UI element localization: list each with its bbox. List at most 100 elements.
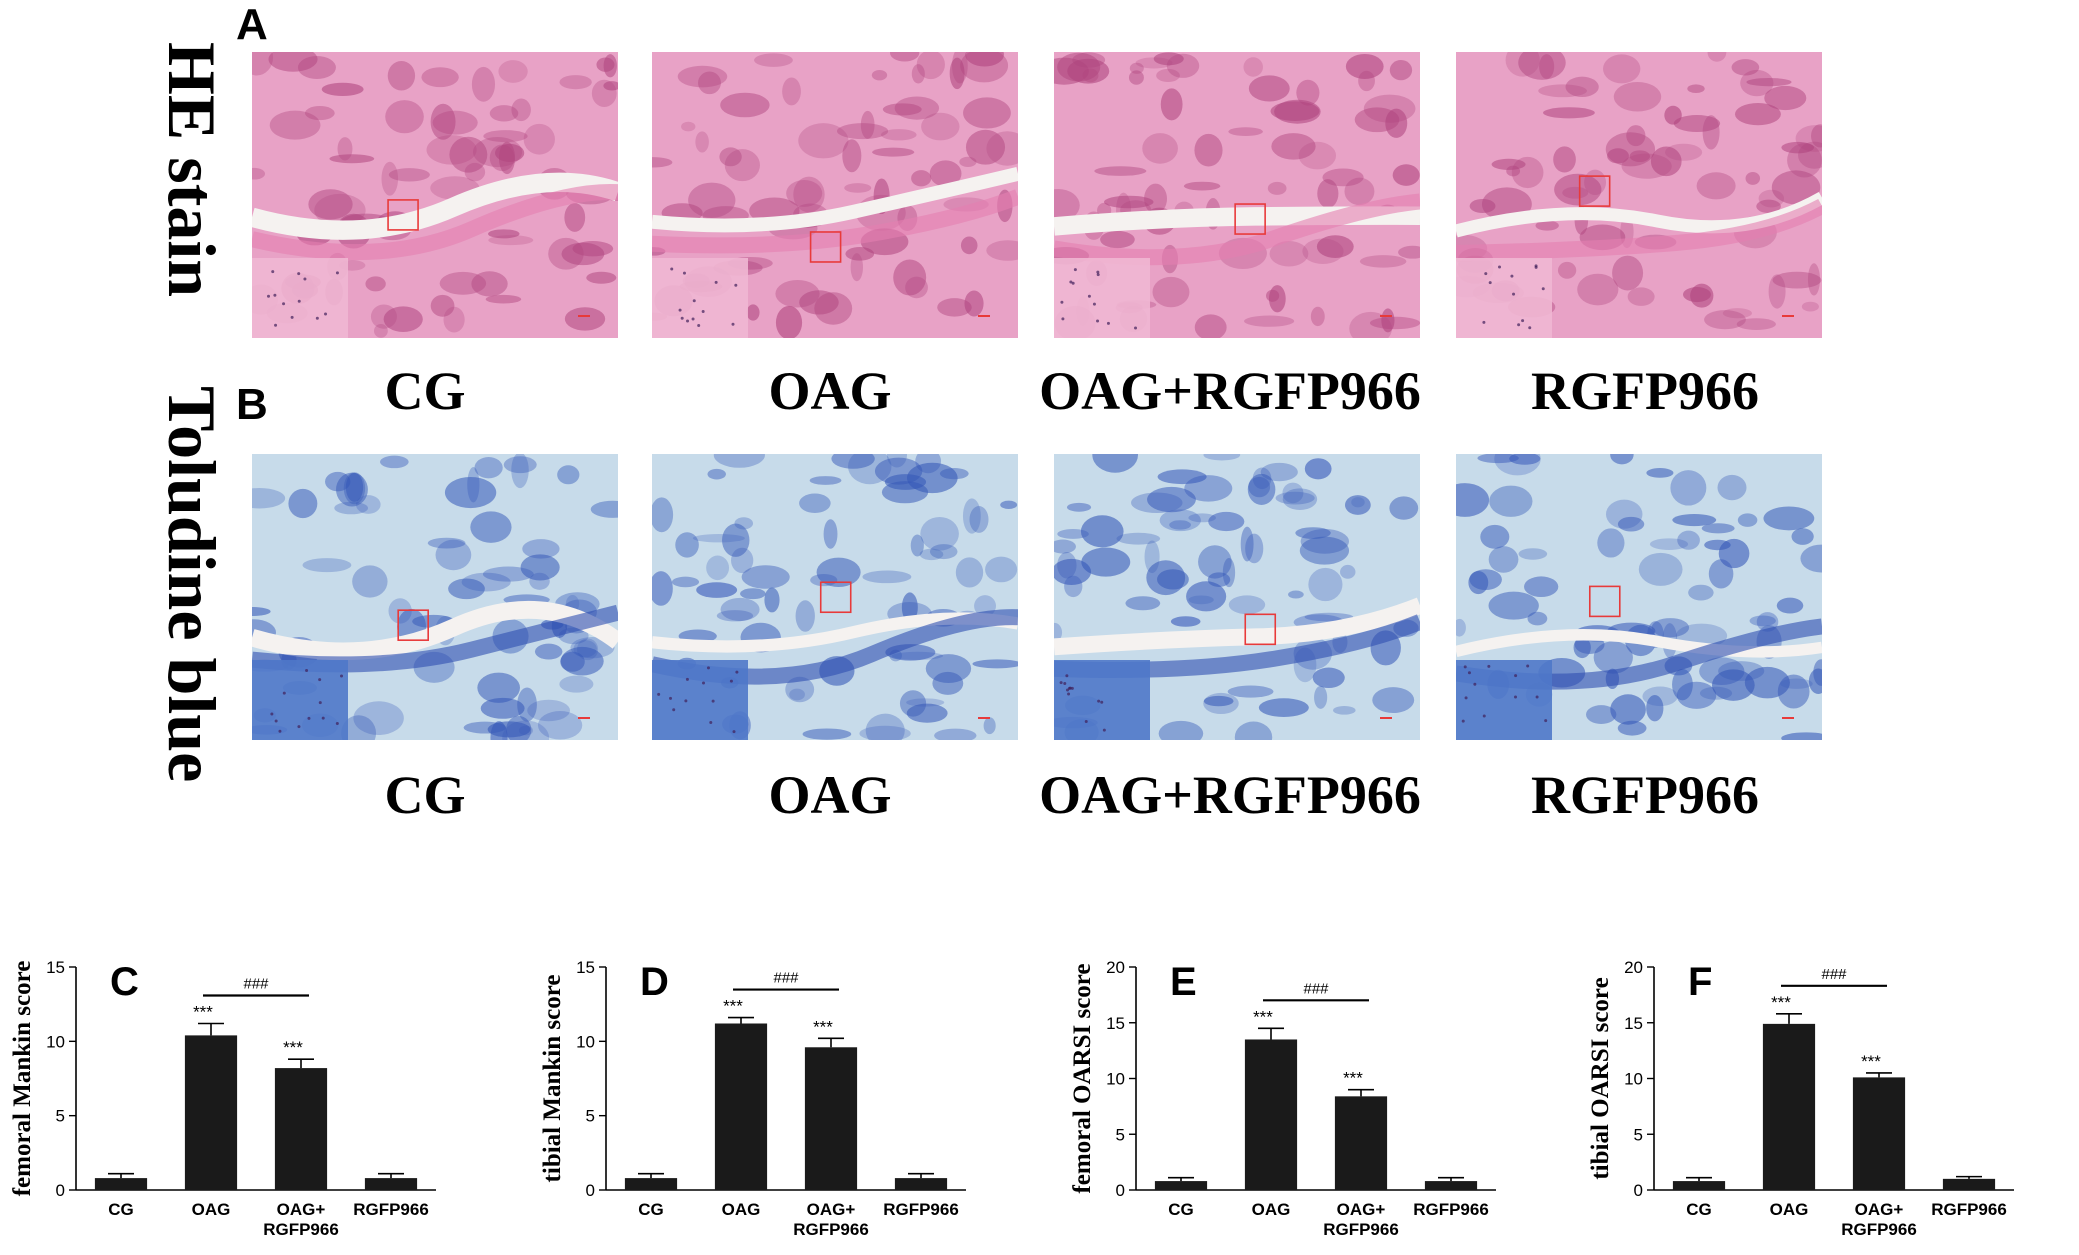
tissue-texture xyxy=(1260,462,1298,482)
inset-cell xyxy=(1097,699,1101,703)
tissue-texture xyxy=(341,715,377,740)
roi-box xyxy=(1234,203,1266,235)
tissue-texture xyxy=(1509,454,1541,465)
inset-cell xyxy=(1510,274,1514,278)
roi-box xyxy=(819,581,852,614)
panel-letter: F xyxy=(1688,960,1712,1004)
tissue-texture xyxy=(969,506,989,533)
tissue-texture xyxy=(1345,53,1384,79)
tissue-texture xyxy=(483,130,528,143)
inset-cell xyxy=(1060,300,1064,304)
tissue-texture xyxy=(860,110,875,139)
inset-cell xyxy=(297,299,301,303)
tissue-texture xyxy=(1795,125,1822,152)
roi-box xyxy=(1588,585,1621,618)
group-label-b-oag-rgfp966: OAG+RGFP966 xyxy=(1039,765,1421,825)
inset-cell xyxy=(672,708,676,712)
inset-cell xyxy=(1084,720,1088,724)
x-tick-label: RGFP966 xyxy=(353,1200,429,1219)
tissue-texture xyxy=(355,495,381,514)
roi-box xyxy=(809,231,842,263)
tissue-texture xyxy=(1535,220,1559,231)
tissue-texture xyxy=(474,457,503,479)
inset-cell xyxy=(684,699,688,703)
comparison-label: ### xyxy=(773,970,799,987)
inset-cell xyxy=(731,322,735,326)
tissue-texture xyxy=(489,105,519,122)
x-tick-label: RGFP966 xyxy=(1931,1200,2007,1219)
tissue-texture xyxy=(692,534,745,543)
tissue-texture xyxy=(1539,54,1555,79)
cartilage-band xyxy=(252,183,618,261)
x-tick-label: RGFP966 xyxy=(1323,1220,1399,1239)
tissue-texture xyxy=(764,587,780,613)
tissue-texture xyxy=(1708,559,1734,589)
tissue-texture xyxy=(1243,57,1263,77)
tissue-texture xyxy=(959,156,977,167)
tissue-texture xyxy=(1593,641,1633,674)
magnified-inset xyxy=(1456,258,1552,338)
x-tick-label: OAG xyxy=(192,1200,231,1219)
inset-cell xyxy=(274,719,278,723)
tissue-texture xyxy=(1756,612,1779,632)
x-tick-label: CG xyxy=(638,1200,664,1219)
tissue-texture xyxy=(986,131,1018,166)
inset-cell xyxy=(297,272,301,276)
tissue-texture xyxy=(1746,77,1792,87)
tissue-texture xyxy=(1781,141,1815,154)
tissue-texture xyxy=(1344,495,1371,515)
tissue-texture xyxy=(520,554,560,581)
inset-cell xyxy=(290,315,294,319)
tissue-texture xyxy=(387,60,416,91)
y-axis-label: femoral OARSI score xyxy=(1069,963,1096,1193)
tissue-texture xyxy=(1203,695,1234,707)
inset-cell xyxy=(1070,686,1074,690)
significance-stars: *** xyxy=(1253,1007,1273,1026)
tissue-texture xyxy=(893,259,927,296)
tissue-texture xyxy=(1258,698,1309,717)
panel-letter: E xyxy=(1170,960,1197,1004)
tissue-texture xyxy=(302,558,352,573)
tissue-texture xyxy=(1477,454,1519,464)
tissue-texture xyxy=(713,454,765,468)
panel-letter: D xyxy=(640,960,669,1004)
tissue-texture xyxy=(1092,454,1139,473)
tissue-texture xyxy=(488,229,520,239)
tissue-texture xyxy=(850,253,863,282)
tissue-texture xyxy=(955,557,984,588)
tissue-texture xyxy=(920,516,959,551)
tissue-texture xyxy=(963,97,1011,129)
tissue-texture xyxy=(1159,509,1201,532)
y-tick-label: 0 xyxy=(1634,1181,1643,1200)
y-tick-label: 5 xyxy=(1116,1125,1125,1144)
tissue-texture xyxy=(603,81,618,91)
magnified-inset xyxy=(1054,258,1150,338)
y-axis-label: tibial OARSI score xyxy=(1587,977,1614,1179)
tissue-texture xyxy=(464,162,486,182)
tissue-texture xyxy=(1245,533,1264,564)
tissue-texture xyxy=(972,659,1018,669)
tissue-texture xyxy=(775,279,820,308)
tissue-texture xyxy=(1349,311,1392,338)
roi-box xyxy=(1244,613,1277,646)
x-tick-label: RGFP966 xyxy=(793,1220,869,1239)
tissue-texture xyxy=(1518,548,1548,560)
tissue-texture xyxy=(498,60,528,83)
tissue-texture xyxy=(374,323,388,338)
tissue-texture xyxy=(268,52,318,72)
tissue-texture xyxy=(471,271,508,297)
tissue-texture xyxy=(577,638,599,661)
tissue-texture xyxy=(986,240,1018,261)
tissue-texture xyxy=(1267,181,1287,195)
tissue-texture xyxy=(1787,143,1822,178)
tissue-texture xyxy=(1389,59,1413,81)
comparison-label: ### xyxy=(243,975,269,992)
roi-box xyxy=(397,609,429,641)
tb-micrograph-cg xyxy=(252,454,618,740)
tissue-texture xyxy=(1270,101,1320,121)
tissue-texture xyxy=(675,532,699,558)
tissue-texture xyxy=(775,305,803,338)
tissue-texture xyxy=(746,304,760,321)
tissue-texture xyxy=(1607,148,1629,164)
tissue-texture xyxy=(1617,516,1645,532)
